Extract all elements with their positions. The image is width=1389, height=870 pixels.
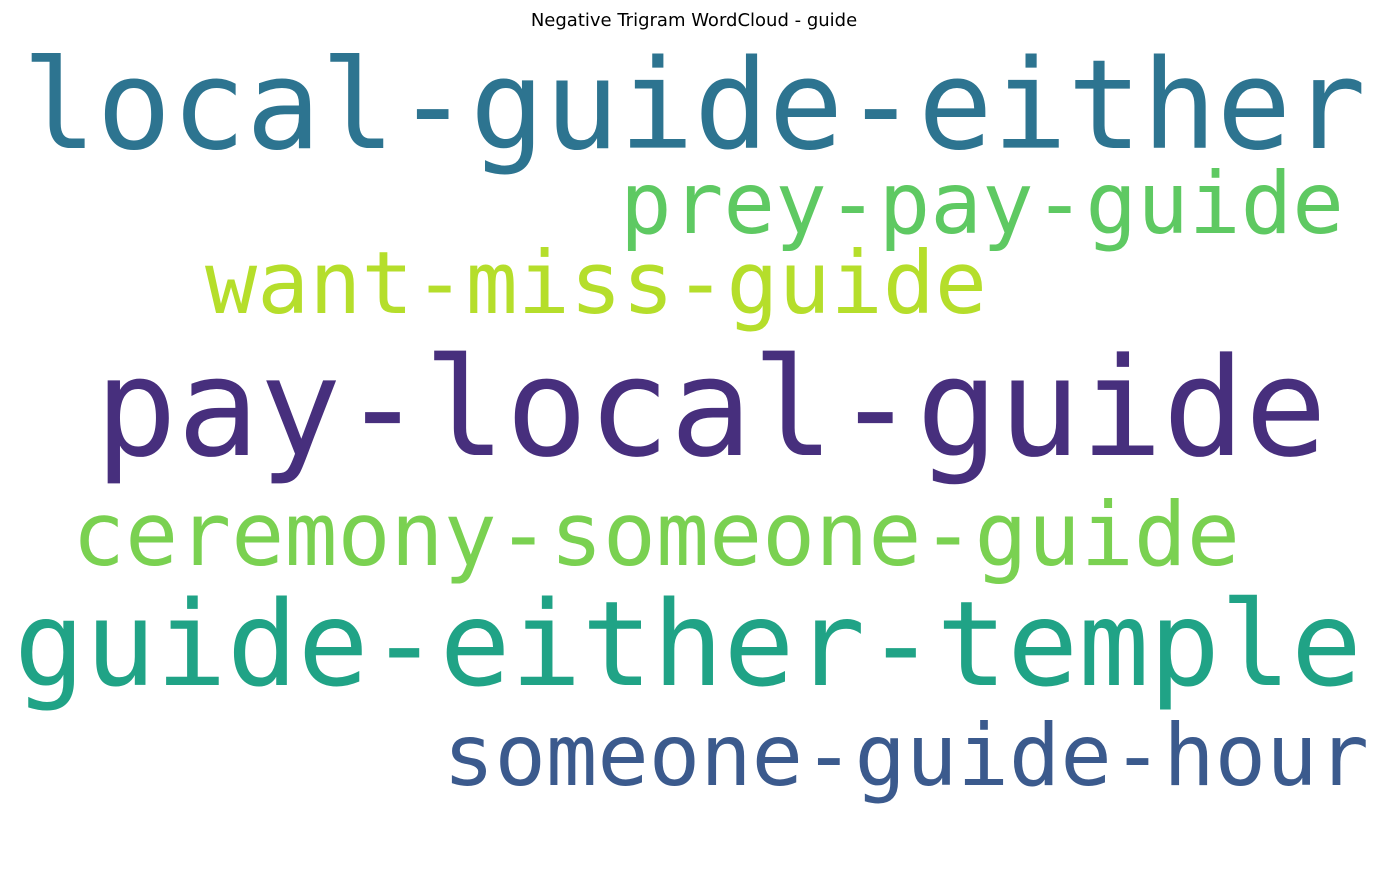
word-local-guide-either: local-guide-either bbox=[22, 34, 1366, 178]
word-want-miss-guide: want-miss-guide bbox=[205, 234, 987, 334]
word-someone-guide-hour: someone-guide-hour bbox=[443, 707, 1369, 806]
word-ceremony-someone-guide: ceremony-someone-guide bbox=[72, 483, 1240, 586]
chart-title: Negative Trigram WordCloud - guide bbox=[531, 10, 857, 31]
wordcloud-words: local-guide-either pay-local-guide guide-e… bbox=[14, 34, 1369, 806]
word-pay-local-guide: pay-local-guide bbox=[95, 329, 1327, 488]
word-guide-either-temple: guide-either-temple bbox=[14, 576, 1362, 713]
word-prey-pay-guide: prey-pay-guide bbox=[620, 154, 1344, 254]
